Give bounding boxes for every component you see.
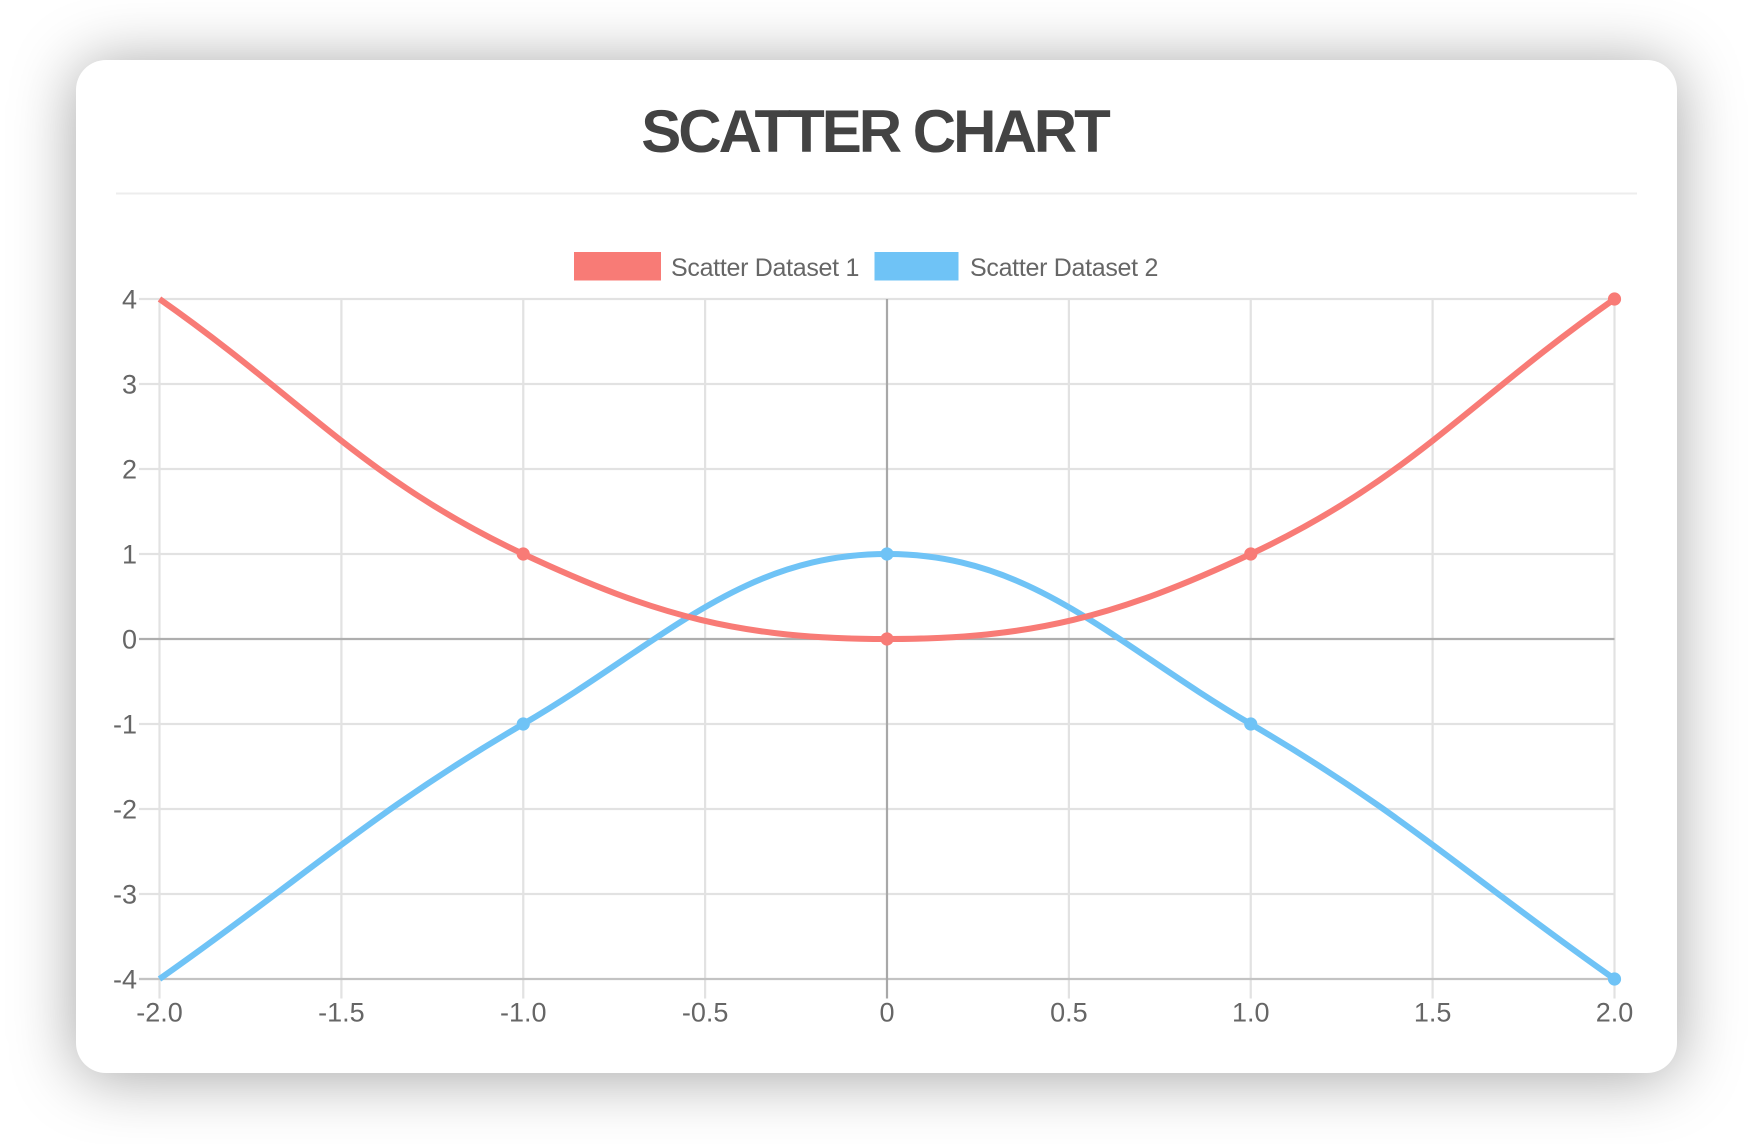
svg-text:1.0: 1.0 (1232, 998, 1270, 1028)
svg-text:-1: -1 (113, 709, 137, 739)
svg-text:Scatter Dataset 2: Scatter Dataset 2 (970, 254, 1158, 282)
svg-text:2: 2 (122, 454, 137, 484)
svg-text:-1.5: -1.5 (318, 998, 365, 1028)
svg-text:1: 1 (122, 539, 137, 569)
svg-text:SCATTER CHART: SCATTER CHART (641, 98, 1110, 165)
svg-text:Scatter Dataset 1: Scatter Dataset 1 (671, 254, 859, 282)
svg-text:-0.5: -0.5 (682, 998, 729, 1028)
svg-text:0: 0 (879, 998, 894, 1028)
svg-text:4: 4 (122, 284, 137, 314)
svg-text:1.5: 1.5 (1414, 998, 1452, 1028)
svg-text:-1.0: -1.0 (500, 998, 547, 1028)
svg-text:3: 3 (122, 369, 137, 399)
svg-text:-3: -3 (113, 879, 137, 909)
svg-text:-4: -4 (113, 964, 137, 994)
svg-text:0: 0 (122, 624, 137, 654)
svg-text:-2: -2 (113, 794, 137, 824)
svg-text:0.5: 0.5 (1050, 998, 1088, 1028)
svg-text:2.0: 2.0 (1596, 998, 1634, 1028)
svg-text:-2.0: -2.0 (136, 998, 183, 1028)
